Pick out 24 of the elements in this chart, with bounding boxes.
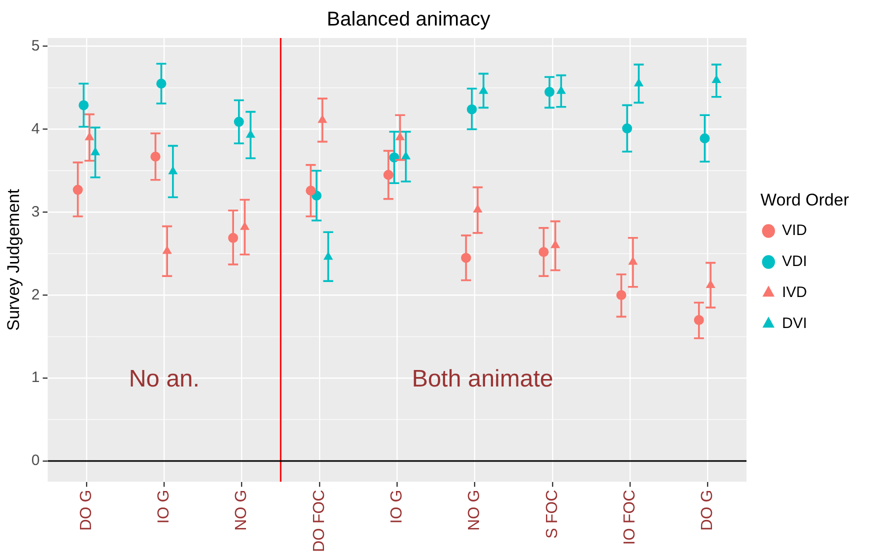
x-tick-label: DO G (699, 490, 716, 531)
x-tick-label: DO G (78, 490, 95, 531)
legend-title: Word Order (760, 190, 850, 210)
x-tick-label: IO FOC (621, 490, 638, 545)
x-tick-label: NO G (233, 490, 250, 531)
x-tick-label: NO G (466, 490, 484, 531)
y-tick-label: 3 (31, 203, 40, 220)
y-tick-label: 4 (31, 120, 40, 138)
y-tick-label: 0 (31, 452, 40, 470)
y-axis-title: Survey Judgement (4, 188, 23, 331)
y-tick-label: 2 (31, 286, 40, 304)
legend-label: IVD (782, 284, 808, 302)
legend-label: VID (782, 222, 808, 240)
annotation: No an. (128, 365, 200, 392)
chart-title: Balanced animacy (326, 8, 490, 31)
legend-label: VDI (782, 253, 808, 270)
x-tick-label: S FOC (544, 490, 561, 539)
x-tick-label: IO G (388, 490, 406, 524)
x-tick-label: DO FOC (310, 490, 328, 552)
y-tick-label: 5 (31, 37, 40, 54)
annotation: Both animate (412, 365, 554, 392)
legend-label: DVI (782, 315, 808, 332)
y-tick-label: 1 (31, 369, 40, 386)
x-tick-label: IO G (156, 490, 173, 524)
